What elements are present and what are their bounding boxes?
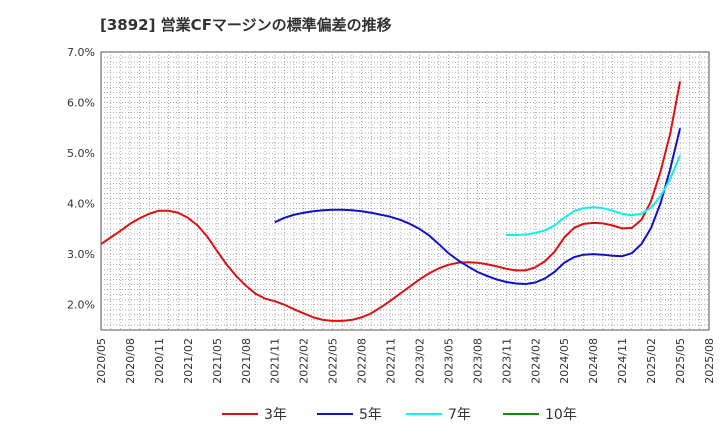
x-tick-label: 2023/08 xyxy=(471,338,484,384)
y-tick-label: 5.0% xyxy=(67,147,95,160)
x-tick-label: 2025/08 xyxy=(703,338,716,384)
legend-label-10年: 10年 xyxy=(545,407,577,423)
x-tick-label: 2024/08 xyxy=(587,338,600,384)
x-tick-label: 2025/02 xyxy=(645,338,658,384)
chart-title: [3892] 営業CFマージンの標準偏差の推移 xyxy=(100,16,392,34)
x-tick-label: 2023/05 xyxy=(442,338,455,384)
x-tick-label: 2022/05 xyxy=(327,338,340,384)
series-line-7年 xyxy=(506,155,681,236)
series-line-5年 xyxy=(274,128,682,285)
x-tick-label: 2022/02 xyxy=(298,338,311,384)
x-tick-label: 2023/02 xyxy=(413,338,426,384)
legend-label-5年: 5年 xyxy=(359,407,382,423)
x-tick-label: 2021/11 xyxy=(269,338,282,384)
x-tick-label: 2024/05 xyxy=(558,338,571,384)
x-tick-label: 2020/08 xyxy=(124,338,137,384)
series-line-3年 xyxy=(100,81,682,322)
y-tick-label: 7.0% xyxy=(67,46,95,59)
x-tick-label: 2025/05 xyxy=(674,338,687,384)
legend-label-7年: 7年 xyxy=(448,407,471,423)
plot-area xyxy=(100,51,710,331)
x-tick-label: 2021/02 xyxy=(182,338,195,384)
x-tick-label: 2022/08 xyxy=(356,338,369,384)
x-tick-label: 2020/05 xyxy=(95,338,108,384)
x-tick-label: 2021/05 xyxy=(211,338,224,384)
y-tick-label: 4.0% xyxy=(67,198,95,211)
x-tick-label: 2023/11 xyxy=(500,338,513,384)
x-tick-label: 2021/08 xyxy=(240,338,253,384)
legend-label-3年: 3年 xyxy=(264,407,287,423)
x-tick-label: 2022/11 xyxy=(385,338,398,384)
y-tick-label: 3.0% xyxy=(67,248,95,261)
x-tick-label: 2024/02 xyxy=(529,338,542,384)
y-tick-label: 6.0% xyxy=(67,97,95,110)
x-tick-label: 2020/11 xyxy=(153,338,166,384)
x-tick-label: 2024/11 xyxy=(616,338,629,384)
y-tick-label: 2.0% xyxy=(67,299,95,312)
